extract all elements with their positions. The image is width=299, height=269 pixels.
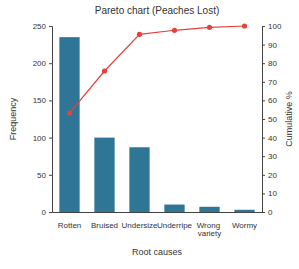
bar xyxy=(59,37,79,212)
tick-label: 50 xyxy=(268,115,277,124)
line xyxy=(70,26,245,113)
tick: 70 xyxy=(262,78,277,87)
tick-label: Wrong variety xyxy=(197,221,223,239)
tick-mark xyxy=(262,119,265,120)
marker xyxy=(137,32,142,37)
y-axis-title: Frequency xyxy=(8,97,18,140)
tick: Rotten xyxy=(58,221,82,230)
tick-label: 80 xyxy=(268,59,277,68)
tick-label: 150 xyxy=(33,96,47,105)
tick-label: Undersize xyxy=(121,221,158,230)
tick: Undersize xyxy=(121,221,158,230)
tick: 250 xyxy=(33,22,52,31)
tick-label: 100 xyxy=(33,134,47,143)
tick: 10 xyxy=(262,189,277,198)
title: Pareto chart (Peaches Lost) xyxy=(95,5,220,16)
tick: 40 xyxy=(262,134,277,143)
tick-mark xyxy=(262,45,265,46)
tick-mark xyxy=(262,26,265,27)
tick-label: 100 xyxy=(268,22,282,31)
tick-label: 200 xyxy=(33,59,47,68)
y2-axis: 0 10 20 30 40 50 60 70 80 90 100 xyxy=(262,22,282,217)
axis-line xyxy=(263,27,266,213)
tick-mark xyxy=(49,175,52,176)
tick: 100 xyxy=(33,134,52,143)
marker xyxy=(172,28,177,33)
tick: 0 xyxy=(42,208,52,217)
tick-mark xyxy=(49,26,52,27)
tick-label: 0 xyxy=(42,208,47,217)
tick-label: Underripe xyxy=(157,221,193,230)
tick-label: 30 xyxy=(268,152,277,161)
tick: 100 xyxy=(262,22,282,31)
x-axis: Rotten BruisedUndersizeUnderripe Wrong var… xyxy=(53,213,263,239)
tick-label: 0 xyxy=(268,208,273,217)
tick: Wormy xyxy=(232,221,257,230)
tick-label: 70 xyxy=(268,78,277,87)
tick-mark xyxy=(262,156,265,157)
tick-mark xyxy=(49,100,52,101)
tick-mark xyxy=(49,212,52,213)
marker xyxy=(67,110,72,115)
bar xyxy=(94,138,114,212)
tick-label: 10 xyxy=(268,189,277,198)
tick-mark xyxy=(262,193,265,194)
axis-line xyxy=(49,27,53,213)
tick: Wrong variety xyxy=(197,221,223,239)
marker xyxy=(242,23,247,28)
tick: 20 xyxy=(262,171,277,180)
tick-label: Wormy xyxy=(232,221,257,230)
plot: 0 50 100 150 200 250 0 10 20 30 40 50 60 70 80 90 100 Rot… xyxy=(33,22,282,238)
tick: 80 xyxy=(262,59,277,68)
marker xyxy=(102,68,107,73)
tick: 50 xyxy=(262,115,277,124)
chart: 0 50 100 150 200 250 0 10 20 30 40 50 60 70 80 90 100 Rot… xyxy=(0,0,299,269)
tick-label: 20 xyxy=(268,171,277,180)
x-axis-title: Root causes xyxy=(132,247,183,257)
tick-label: 250 xyxy=(33,22,47,31)
tick-mark xyxy=(262,175,265,176)
tick: 150 xyxy=(33,96,52,105)
tick-mark xyxy=(262,100,265,101)
tick: 60 xyxy=(262,96,277,105)
tick-label: 40 xyxy=(268,134,277,143)
tick: 90 xyxy=(262,41,277,50)
bar xyxy=(129,147,149,212)
tick-mark xyxy=(49,138,52,139)
marks xyxy=(59,23,254,212)
axis-line xyxy=(53,212,263,213)
tick: 50 xyxy=(37,171,52,180)
tick: Underripe xyxy=(157,221,193,230)
tick-label: Bruised xyxy=(91,221,118,230)
tick: Bruised xyxy=(91,221,118,230)
tick: 200 xyxy=(33,59,52,68)
tick-mark xyxy=(262,82,265,83)
tick-label: 90 xyxy=(268,41,277,50)
tick-label: 50 xyxy=(37,171,46,180)
y2-axis-title: Cumulative % xyxy=(284,91,294,147)
tick-label: Rotten xyxy=(58,221,82,230)
bar xyxy=(164,205,184,212)
y-axis: 0 50 100 150 200 250 xyxy=(33,22,53,217)
tick-mark xyxy=(262,138,265,139)
tick-label: 60 xyxy=(268,96,277,105)
tick: 30 xyxy=(262,152,277,161)
bar xyxy=(199,207,219,212)
tick-mark xyxy=(262,63,265,64)
tick-mark xyxy=(49,63,52,64)
marker xyxy=(207,25,212,30)
bar xyxy=(234,210,254,212)
tick: 0 xyxy=(262,208,273,217)
